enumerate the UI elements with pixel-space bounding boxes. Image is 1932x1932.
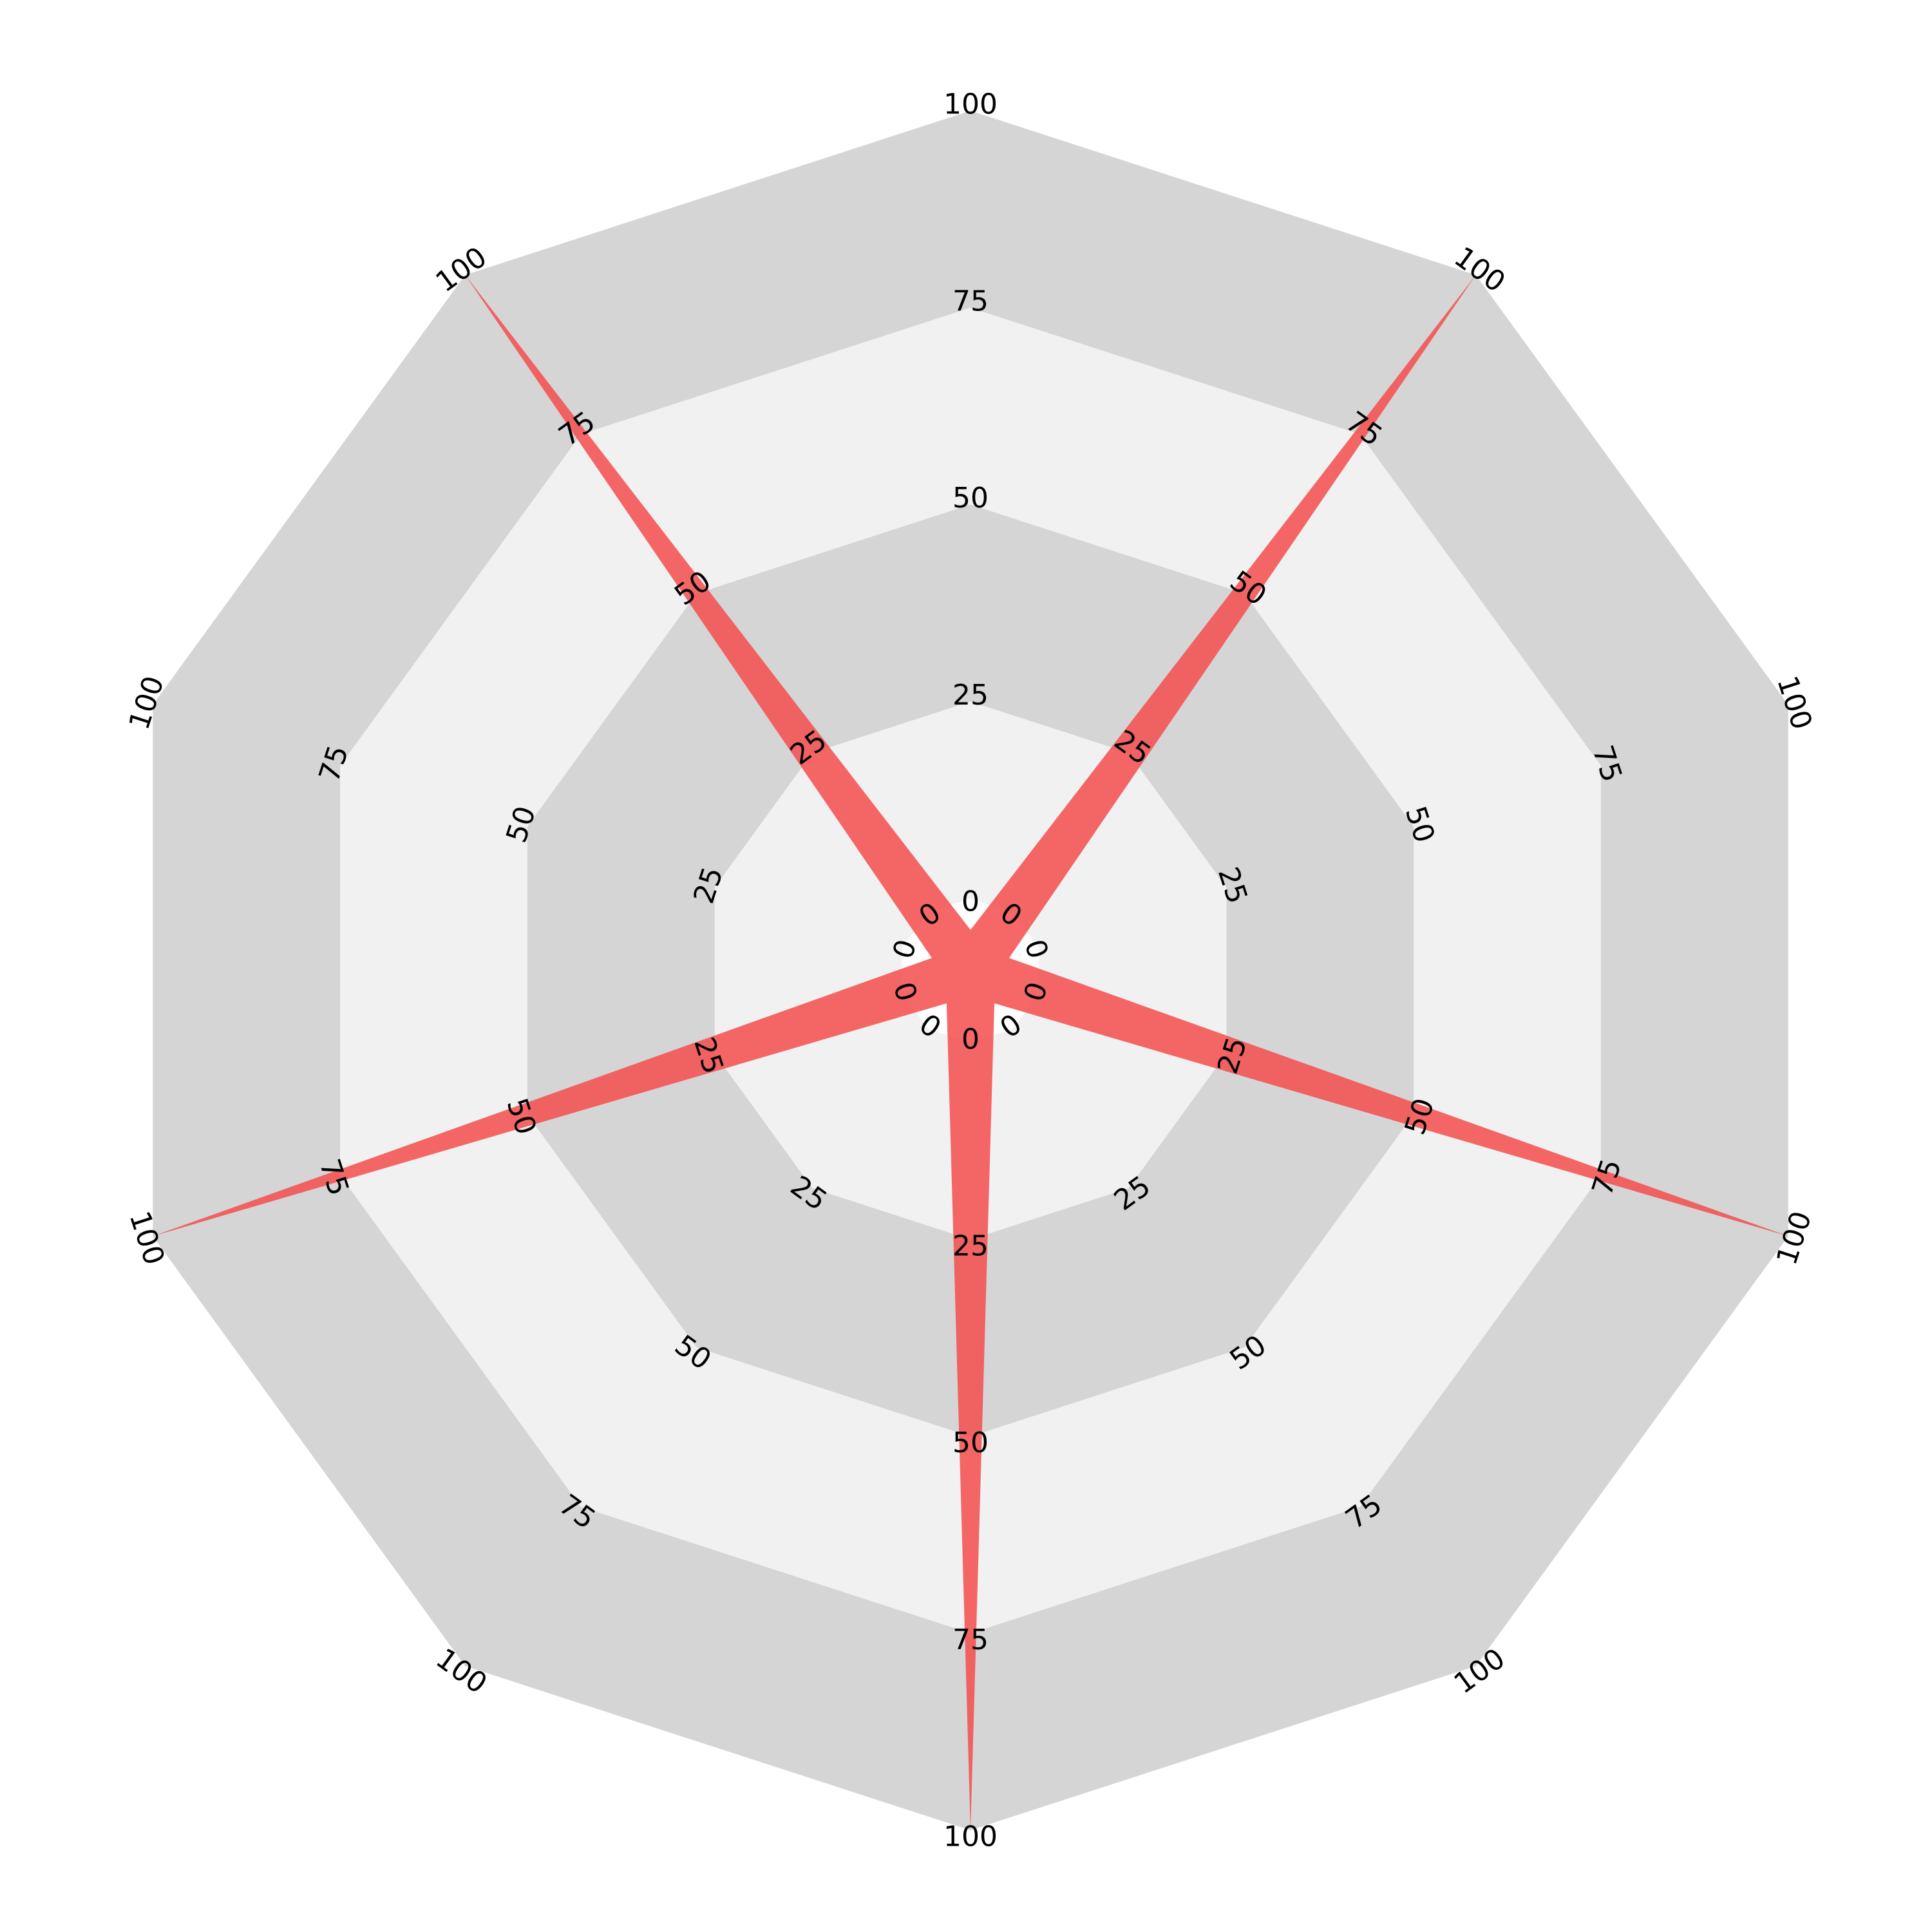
tick-label-axis0-75: 75: [952, 285, 989, 317]
tick-label-axis5-25: 25: [952, 1229, 989, 1262]
radar-series-layer: [153, 275, 1788, 1830]
tick-label-axis5-75: 75: [952, 1624, 989, 1656]
tick-label-axis5-0: 0: [961, 1023, 980, 1056]
tick-label-axis5-100: 100: [943, 1821, 998, 1853]
tick-label-axis0-25: 25: [952, 679, 989, 712]
tick-label-axis0-100: 100: [943, 88, 998, 121]
tick-label-axis5-50: 50: [952, 1426, 989, 1459]
radar-series-0-area: [153, 275, 1788, 1830]
tick-label-axis0-50: 50: [952, 482, 989, 515]
tick-label-axis0-0: 0: [961, 886, 980, 918]
